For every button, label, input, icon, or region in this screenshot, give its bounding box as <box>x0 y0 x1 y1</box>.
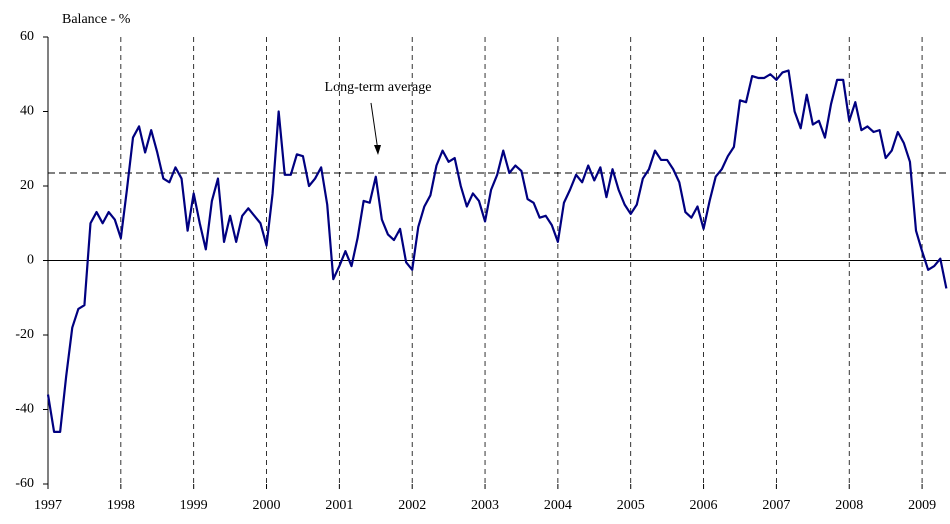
annotation-arrow <box>370 102 379 152</box>
y-tick-label: -40 <box>15 402 34 417</box>
x-tick-label: 2005 <box>617 498 645 513</box>
x-tick-label: 1999 <box>180 498 208 513</box>
x-tick-label: 1998 <box>107 498 135 513</box>
x-tick-label: 2000 <box>253 498 281 513</box>
x-tick-label: 1997 <box>34 498 62 513</box>
x-tick-label: 2006 <box>690 498 718 513</box>
y-axis-label: Balance - % <box>62 12 131 27</box>
x-tick-label: 2003 <box>471 498 499 513</box>
y-tick-label: 60 <box>20 29 34 44</box>
x-tick-label: 2002 <box>398 498 426 513</box>
y-tick-label: -20 <box>15 327 34 342</box>
y-tick-label: 20 <box>20 178 34 193</box>
data-line <box>46 69 948 433</box>
y-tick-label: 40 <box>20 104 34 119</box>
x-tick-label: 2004 <box>544 498 572 513</box>
x-tick-label: 2007 <box>762 498 790 513</box>
x-tick-label: 2009 <box>908 498 936 513</box>
y-tick-label: 0 <box>27 253 34 268</box>
y-tick-label: -60 <box>15 476 34 491</box>
annotation: Long-term average <box>325 80 432 95</box>
annotation-arrowhead <box>374 144 381 155</box>
x-tick-label: 2008 <box>835 498 863 513</box>
x-tick-label: 2001 <box>325 498 353 513</box>
